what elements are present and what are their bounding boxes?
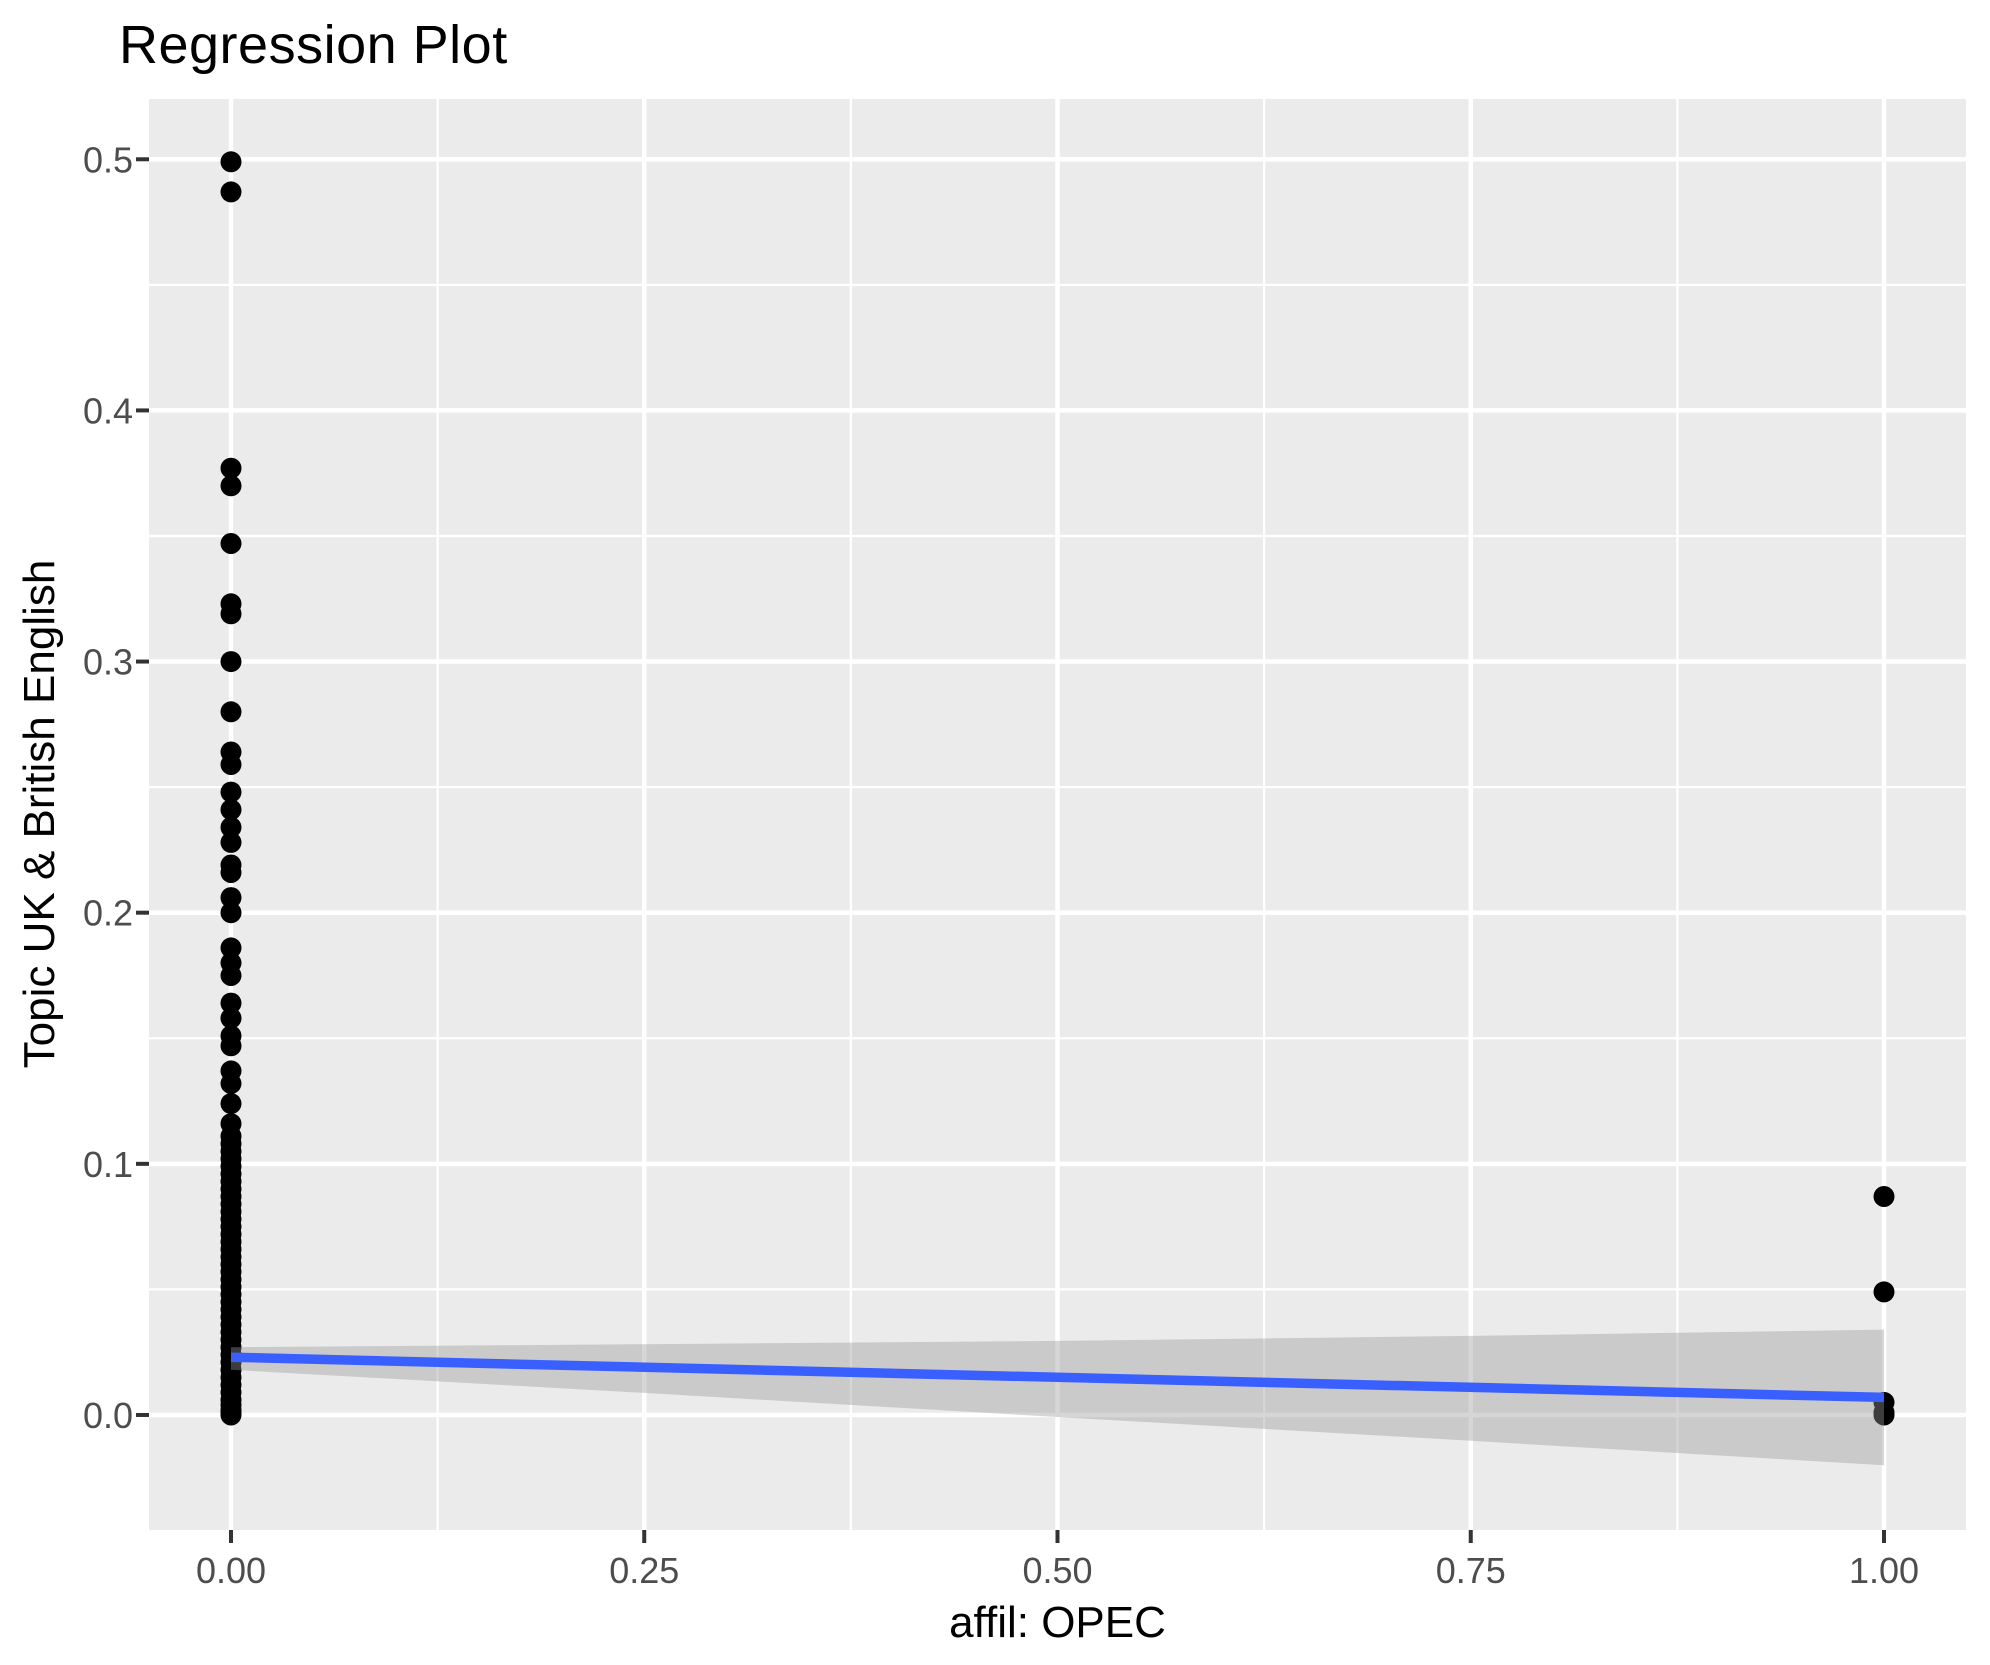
x-tick-label: 1.00 — [1849, 1550, 1919, 1591]
data-point — [220, 151, 242, 173]
data-point — [1873, 1281, 1895, 1303]
data-point — [220, 816, 242, 838]
plot-title: Regression Plot — [119, 15, 508, 75]
x-tick-label: 0.25 — [609, 1550, 679, 1591]
data-point — [220, 781, 242, 803]
y-tick-label: 0.2 — [83, 893, 133, 934]
data-point — [220, 831, 242, 853]
data-point — [220, 887, 242, 909]
axis-tick-labels: 0.00 0.25 0.50 0.75 1.00 0.0 0.1 0.2 0.3 0.4 0.5 — [83, 139, 1919, 1591]
data-point — [220, 965, 242, 986]
data-point — [220, 533, 242, 554]
data-point — [1873, 1404, 1895, 1426]
data-point — [220, 457, 242, 479]
y-tick-label: 0.4 — [83, 390, 133, 431]
data-point — [220, 902, 242, 924]
data-point — [220, 799, 242, 821]
y-axis-title: Topic UK & British English — [15, 559, 64, 1069]
data-point — [220, 651, 242, 673]
y-tick-label: 0.5 — [83, 139, 133, 180]
data-point — [220, 475, 242, 497]
data-point — [220, 992, 242, 1014]
data-point — [220, 754, 242, 775]
data-point — [220, 937, 242, 959]
data-point — [220, 1093, 242, 1115]
x-tick-label: 0.50 — [1022, 1550, 1092, 1591]
data-point — [220, 1035, 242, 1057]
data-point — [220, 603, 242, 625]
regression-line — [230, 1352, 1885, 1403]
y-tick-label: 0.1 — [83, 1144, 133, 1185]
data-point — [1873, 1186, 1895, 1207]
data-point — [220, 1073, 242, 1094]
axis-ticks — [136, 157, 1887, 1543]
y-tick-label: 0.0 — [83, 1395, 133, 1436]
data-point — [220, 701, 242, 723]
y-tick-label: 0.3 — [83, 642, 133, 683]
x-tick-label: 0.00 — [196, 1550, 266, 1591]
data-point — [220, 1007, 242, 1029]
data-point — [220, 862, 242, 883]
x-axis-title: affil: OPEC — [949, 1598, 1166, 1647]
data-point — [220, 1404, 242, 1426]
data-point — [220, 181, 242, 203]
x-tick-label: 0.75 — [1436, 1550, 1506, 1591]
